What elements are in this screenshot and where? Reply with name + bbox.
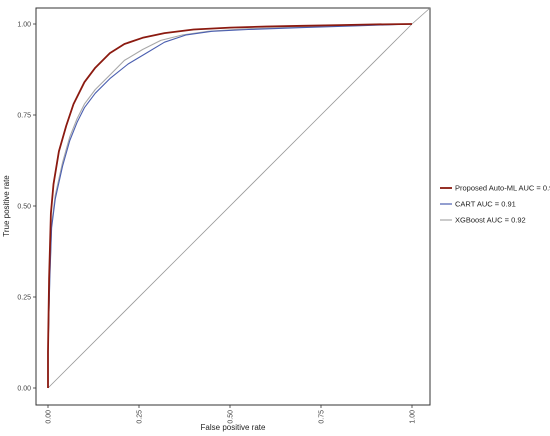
x-tick-label: 0.25: [137, 410, 144, 424]
legend: Proposed Auto-ML AUC = 0.94 CART AUC = 0.…: [440, 184, 550, 225]
plot-panel: [35, 7, 431, 406]
series-line-1: [47, 23, 413, 388]
y-tick-label: 0.50: [17, 204, 31, 211]
legend-label-0: Proposed Auto-ML AUC = 0.94: [455, 184, 550, 193]
reference-diagonal-line: [47, 23, 413, 389]
series-line-0: [47, 23, 413, 388]
x-tick-label: 1.00: [410, 410, 417, 424]
y-tick-label: 1.00: [17, 22, 31, 29]
y-tick-label: 0.75: [17, 113, 31, 120]
legend-label-2: XGBoost AUC = 0.92: [455, 216, 526, 225]
x-tick-label: 0.75: [319, 410, 326, 424]
y-axis-title: True positive rate: [2, 175, 11, 237]
x-axis-title: False positive rate: [201, 423, 266, 432]
reference-diagonal-extension: [411, 7, 431, 25]
x-tick-label: 0.50: [228, 410, 235, 424]
y-tick-label: 0.25: [17, 295, 31, 302]
x-tick-label: 0.00: [46, 410, 53, 424]
legend-label-1: CART AUC = 0.91: [455, 200, 516, 209]
y-tick-label: 0.00: [17, 386, 31, 393]
